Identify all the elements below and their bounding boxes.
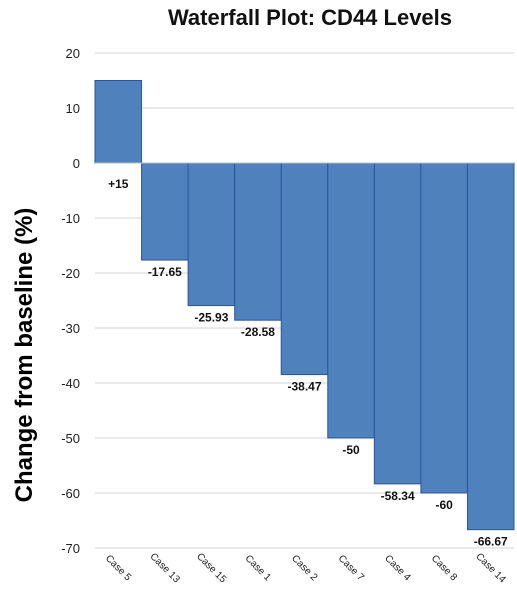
data-label: -25.93	[194, 311, 228, 325]
y-tick-label: -30	[61, 321, 80, 336]
category-label: Case 7	[336, 553, 366, 583]
chart-title: Waterfall Plot: CD44 Levels	[168, 5, 452, 30]
y-tick-label: -50	[61, 431, 80, 446]
data-label: -58.34	[381, 489, 415, 503]
category-label: Case 15	[194, 551, 228, 585]
bar	[94, 80, 143, 164]
bar	[187, 162, 236, 307]
bar	[280, 162, 329, 376]
y-tick-label: 10	[66, 101, 80, 116]
y-tick-label: 0	[73, 156, 80, 171]
category-label: Case 14	[473, 551, 507, 585]
x-axis-categories: Case 5 Case 13 Case 15 Case 1 Case 2 Case 7 Ca…	[103, 551, 508, 585]
y-axis-label: Change from baseline (%)	[11, 208, 38, 503]
category-label: Case 5	[103, 553, 133, 583]
category-label: Case 2	[289, 553, 319, 583]
data-labels: +15 -17.65 -25.93 -28.58 -38.47 -50 -58.34 -60 -…	[108, 177, 508, 549]
category-label: Case 4	[382, 553, 412, 583]
bar	[420, 162, 468, 494]
y-tick-label: -60	[61, 486, 80, 501]
y-tick-label: -10	[61, 211, 80, 226]
y-tick-label: -70	[61, 541, 80, 556]
y-axis-ticks: 20 10 0 -10 -20 -30 -40 -50 -60 -70	[61, 46, 80, 556]
y-tick-label: -20	[61, 266, 80, 281]
bar	[141, 162, 189, 261]
category-label: Case 13	[148, 551, 182, 585]
data-label: +15	[108, 177, 129, 191]
category-label: Case 8	[429, 553, 459, 583]
data-label: -66.67	[474, 535, 508, 549]
data-label: -50	[342, 443, 360, 457]
data-label: -17.65	[148, 265, 182, 279]
bar	[327, 162, 375, 439]
bars	[94, 80, 515, 531]
data-label: -60	[435, 498, 453, 512]
data-label: -28.58	[241, 325, 275, 339]
bar	[373, 162, 422, 485]
y-tick-label: -40	[61, 376, 80, 391]
y-tick-label: 20	[66, 46, 80, 61]
category-label: Case 1	[243, 553, 273, 583]
bar	[466, 162, 515, 531]
data-label: -38.47	[287, 380, 321, 394]
bar	[234, 162, 282, 321]
